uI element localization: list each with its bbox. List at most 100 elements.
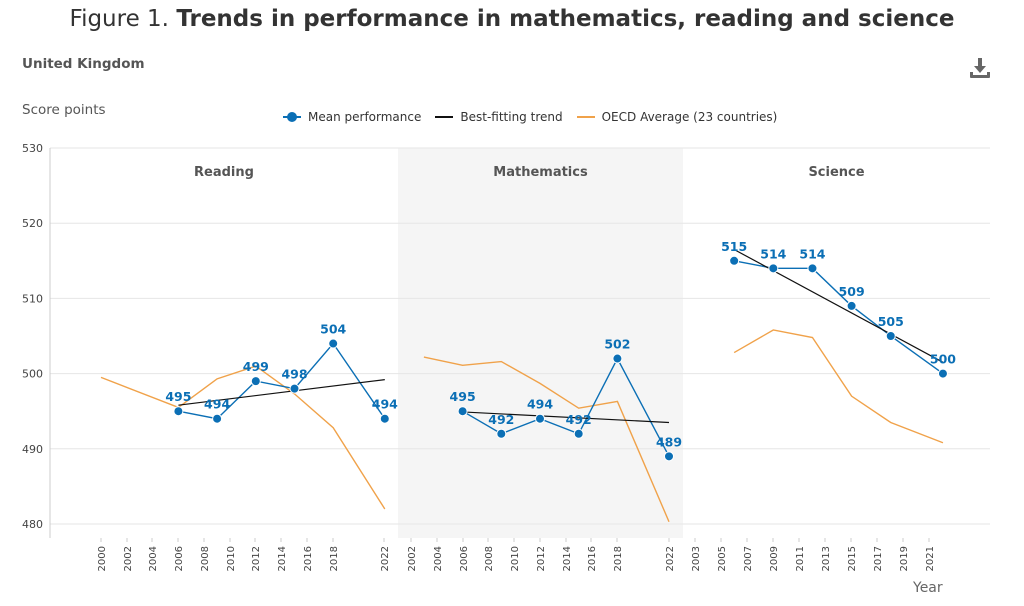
data-label: 514 (799, 246, 825, 261)
x-tick-label: 2000 (97, 546, 108, 571)
x-tick-label: 2018 (329, 546, 340, 571)
x-tick-label: 2013 (821, 546, 832, 571)
x-tick-label: 2010 (226, 546, 237, 571)
data-label: 495 (450, 389, 476, 404)
trend-line-science (733, 248, 944, 363)
mean-point[interactable] (768, 263, 779, 274)
x-tick-label: 2004 (433, 546, 444, 571)
oecd-line-reading (100, 365, 386, 510)
x-tick-label: 2003 (691, 546, 702, 571)
data-label: 499 (243, 359, 269, 374)
data-label: 498 (281, 367, 307, 382)
oecd-line-science (733, 329, 944, 444)
x-tick-label: 2012 (251, 546, 262, 571)
y-axis-title: Score points (22, 102, 106, 118)
panel-title-science: Science (808, 165, 864, 180)
x-tick-label: 2014 (277, 546, 288, 571)
trend-swatch-icon (435, 111, 454, 123)
y-tick-label: 520 (22, 217, 43, 230)
data-label: 514 (760, 246, 786, 261)
data-label: 509 (839, 284, 865, 299)
mean-point[interactable] (250, 376, 261, 387)
mean-point[interactable] (328, 338, 339, 349)
data-label: 494 (204, 397, 230, 412)
x-tick-label: 2008 (200, 546, 211, 571)
data-label: 502 (604, 337, 630, 352)
mean-point[interactable] (173, 406, 184, 417)
download-icon[interactable] (968, 56, 992, 80)
x-tick-label: 2022 (380, 546, 391, 571)
data-label: 494 (372, 397, 398, 412)
trend-line-mathematics (462, 411, 670, 424)
x-tick-label: 2021 (925, 546, 936, 571)
mean-line-science (734, 260, 944, 375)
y-tick-label: 510 (22, 292, 43, 305)
mean-point[interactable] (212, 413, 223, 424)
legend-label-mean: Mean performance (308, 110, 422, 124)
trend-line-reading (178, 379, 385, 406)
panel-title-mathematics: Mathematics (493, 165, 588, 180)
mean-point[interactable] (573, 428, 584, 439)
data-label: 500 (930, 352, 956, 367)
mean-point[interactable] (535, 413, 545, 424)
mean-point[interactable] (379, 413, 390, 424)
download-glyph (970, 58, 990, 78)
mean-point[interactable] (807, 263, 818, 274)
x-tick-label: 2018 (613, 546, 624, 571)
data-label: 494 (527, 397, 553, 412)
country-label: United Kingdom (22, 56, 145, 72)
legend-item-trend[interactable]: Best-fitting trend (435, 110, 563, 124)
y-tick-label: 530 (22, 142, 43, 155)
data-label: 504 (320, 322, 346, 337)
panel-shade-mathematics (398, 148, 683, 538)
y-tick-label: 500 (22, 368, 43, 381)
data-label: 515 (721, 239, 747, 254)
mean-point[interactable] (885, 331, 896, 341)
x-tick-label: 2014 (562, 546, 573, 571)
data-label: 495 (165, 389, 191, 404)
mean-line-reading (178, 342, 386, 420)
panel-title-reading: Reading (194, 165, 254, 180)
x-tick-label: 2004 (148, 546, 159, 571)
legend-item-mean[interactable]: Mean performance (283, 110, 421, 124)
y-tick-label: 480 (22, 518, 43, 531)
mean-swatch-icon (283, 111, 301, 123)
x-tick-label: 2002 (123, 546, 134, 571)
x-tick-label: 2008 (484, 546, 495, 571)
x-tick-label: 2006 (174, 546, 185, 571)
y-tick-label: 490 (22, 443, 43, 456)
mean-point[interactable] (846, 300, 857, 311)
figure-title: Trends in performance in mathematics, re… (176, 6, 955, 32)
x-tick-label: 2022 (665, 546, 676, 571)
legend-label-oecd: OECD Average (23 countries) (601, 110, 778, 124)
x-tick-label: 2011 (795, 546, 806, 571)
mean-point[interactable] (729, 255, 740, 266)
x-tick-label: 2019 (899, 546, 910, 571)
data-label: 492 (566, 412, 592, 427)
x-axis-title: Year (913, 580, 943, 596)
mean-point[interactable] (496, 428, 507, 439)
x-tick-label: 2016 (303, 546, 314, 571)
mean-point[interactable] (289, 383, 300, 394)
x-tick-label: 2012 (536, 546, 547, 571)
x-tick-label: 2009 (769, 546, 780, 571)
x-tick-label: 2016 (587, 546, 598, 571)
legend-label-trend: Best-fitting trend (460, 110, 563, 124)
oecd-swatch-icon (576, 111, 595, 123)
chart-legend: Mean performance Best-fitting trend OECD… (283, 108, 791, 126)
data-label: 489 (656, 434, 682, 449)
chart-title: Figure 1. Trends in performance in mathe… (0, 6, 1024, 32)
mean-point[interactable] (457, 406, 468, 417)
x-tick-label: 2007 (743, 546, 754, 571)
x-tick-label: 2010 (510, 546, 521, 571)
x-tick-label: 2005 (717, 546, 728, 571)
mean-point[interactable] (937, 368, 948, 379)
data-label: 492 (488, 412, 514, 427)
oecd-line-mathematics (423, 356, 670, 523)
figure-number: Figure 1. (69, 6, 169, 32)
mean-point[interactable] (664, 451, 674, 462)
x-tick-label: 2015 (847, 546, 858, 571)
mean-point[interactable] (612, 353, 623, 364)
legend-item-oecd[interactable]: OECD Average (23 countries) (576, 110, 778, 124)
